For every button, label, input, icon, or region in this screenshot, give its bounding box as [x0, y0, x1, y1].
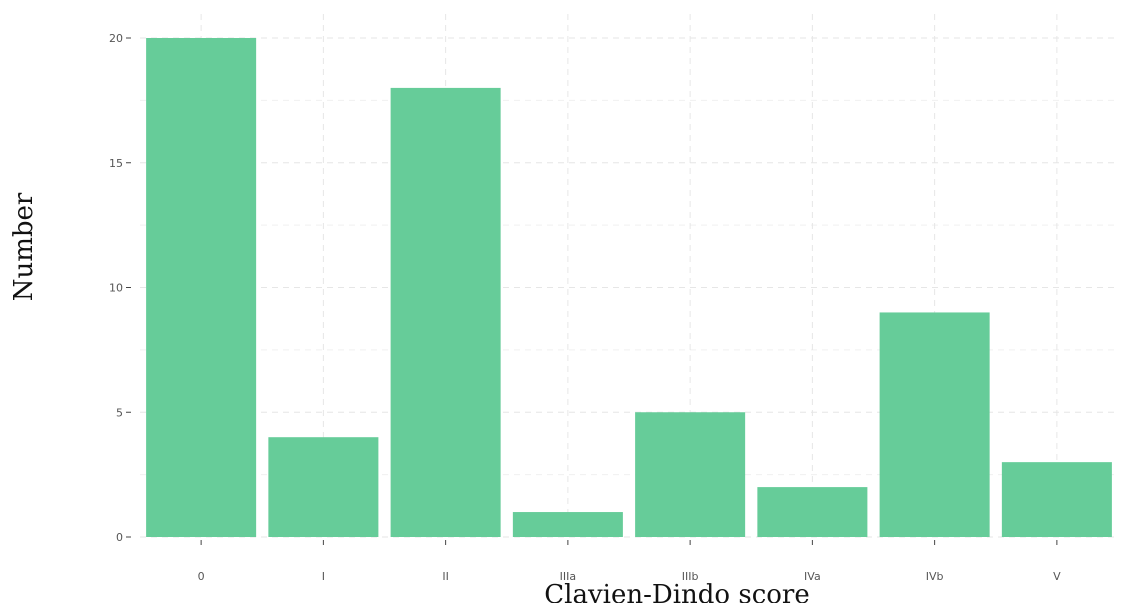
x-tick-label: IVa — [804, 570, 821, 583]
bars — [146, 38, 1112, 538]
x-tick-label: IIIa — [560, 570, 576, 583]
bar-IIIa — [512, 512, 623, 537]
bar-IIIb — [635, 412, 746, 537]
y-tick-label: 5 — [116, 406, 123, 419]
y-axis-title: Number — [9, 192, 39, 301]
y-axis-ticks: 0 5 10 15 20 — [109, 32, 131, 544]
bar-V — [1001, 462, 1112, 537]
x-tick-label: IIIb — [682, 570, 699, 583]
bar-IVb — [879, 312, 990, 537]
x-tick-label: 0 — [198, 570, 205, 583]
y-tick-label: 0 — [116, 531, 123, 544]
x-tick-label: IVb — [926, 570, 944, 583]
y-tick-label: 15 — [109, 157, 123, 170]
bar-I — [268, 437, 379, 537]
x-tick-label: II — [442, 570, 449, 583]
x-axis-ticks: 0 I II IIIa IIIb IVa IVb V — [198, 540, 1061, 583]
bar-0 — [146, 38, 257, 537]
x-axis-title: Clavien-Dindo score — [544, 580, 809, 603]
x-tick-label: V — [1053, 570, 1061, 583]
bar-II — [390, 87, 501, 538]
bar-IVa — [757, 487, 868, 537]
y-tick-label: 10 — [109, 282, 123, 295]
y-tick-label: 20 — [109, 32, 123, 45]
x-tick-label: I — [322, 570, 325, 583]
